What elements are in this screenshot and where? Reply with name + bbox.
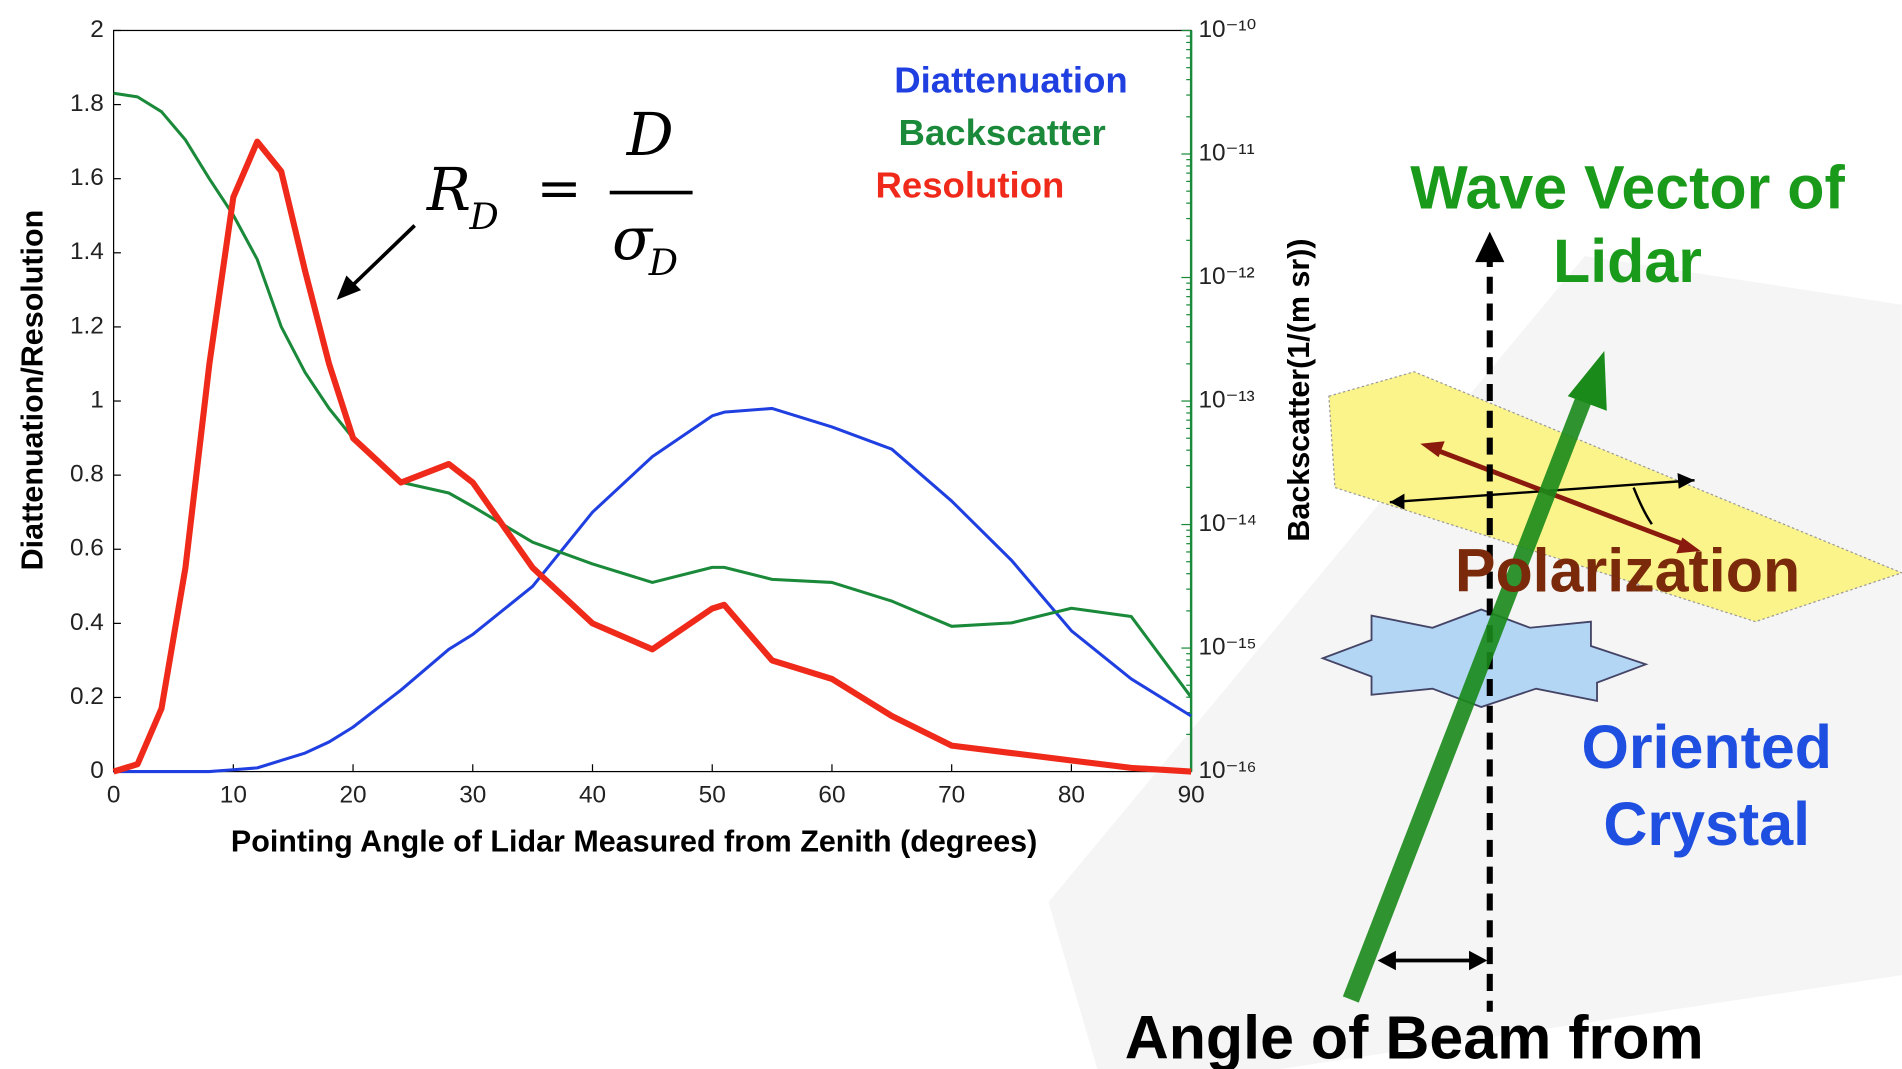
series-line [113, 91, 1193, 699]
y-tick-label: 1.6 [70, 164, 104, 191]
y-tick-label: 1 [90, 386, 104, 413]
y-tick-label: 1.2 [70, 312, 104, 339]
formula-equals: = [537, 157, 582, 220]
y-axis-label: Diattenuation/Resolution [15, 210, 49, 571]
legend-entry: Resolution [876, 164, 1065, 205]
polarization-arrow [1431, 446, 1690, 549]
x-tick-label: 0 [107, 781, 121, 808]
x-axis-label: Pointing Angle of Lidar Measured from Ze… [231, 825, 1037, 859]
y2-tick-label: 10⁻¹³ [1198, 386, 1254, 413]
series-line [113, 406, 1192, 774]
formula-denominator: σ [612, 205, 654, 273]
angle-label: Angle of Beam from [1125, 1003, 1704, 1069]
y-tick-label: 1.4 [70, 238, 104, 265]
y2-tick-label: 10⁻¹² [1198, 263, 1254, 290]
arrow-head [1420, 441, 1445, 458]
arrow-head [1567, 351, 1607, 411]
diagram: Wave Vector of Lidar Polarization Orient… [1048, 154, 1902, 1069]
y-tick-label: 0.2 [70, 683, 104, 710]
crystal-label: Oriented [1581, 713, 1832, 781]
crystal-label: Crystal [1603, 790, 1810, 858]
wave-label: Wave Vector of [1410, 154, 1845, 222]
arrow-head [1469, 950, 1488, 971]
arrow-head [1377, 950, 1396, 971]
y2-tick-label: 10⁻¹¹ [1198, 139, 1254, 166]
arrow-head [1676, 537, 1701, 554]
y-tick-label: 0.8 [70, 461, 104, 488]
beam [1342, 386, 1596, 1003]
x-tick-label: 80 [1058, 781, 1085, 808]
x-tick-label: 10 [220, 781, 247, 808]
polarization-plane [1328, 371, 1902, 623]
x-tick-label: 90 [1178, 781, 1205, 808]
y-tick-label: 1.8 [70, 90, 104, 117]
y-tick-label: 0 [90, 757, 104, 784]
y2-axis-label: Backscatter(1/(m sr)) [1282, 238, 1316, 541]
y-tick-label: 2 [90, 16, 104, 43]
y2-tick-label: 10⁻¹⁶ [1198, 757, 1256, 784]
formula-sub: D [469, 195, 499, 238]
legend-entry: Diattenuation [894, 60, 1128, 101]
plot: 0 10 20 30 40 50 60 70 80 90 0 0.2 0.4 0.6 0.8 1 1.2 1.4 1… [70, 16, 1257, 808]
formula: R D = D σ D [336, 101, 693, 300]
x-tick-label: 70 [938, 781, 965, 808]
x-tick-label: 50 [699, 781, 726, 808]
y-tick-label: 0.4 [70, 609, 104, 636]
legend-entry: Backscatter [899, 112, 1106, 153]
arrow-head [1475, 231, 1505, 263]
arrow-head [1677, 472, 1695, 489]
x-tick-label: 40 [579, 781, 606, 808]
formula-numerator: D [626, 101, 674, 169]
y2-tick-label: 10⁻¹⁵ [1198, 634, 1256, 661]
wave-label: Lidar [1553, 227, 1702, 295]
series-line [112, 138, 1192, 775]
y2-tick-label: 10⁻¹⁴ [1198, 510, 1257, 537]
y-tick-label: 0.6 [70, 535, 104, 562]
x-tick-label: 60 [818, 781, 845, 808]
arrow-head [336, 275, 362, 300]
x-tick-label: 30 [459, 781, 486, 808]
pointer [346, 224, 416, 292]
formula-lhs: R [426, 156, 471, 224]
formula-sub: D [648, 241, 678, 284]
angle-arc [1632, 487, 1653, 525]
x-tick-label: 20 [339, 781, 366, 808]
polarization-label: Polarization [1455, 536, 1800, 604]
arrow-head [1389, 493, 1405, 510]
y2-tick-label: 10⁻¹⁰ [1198, 16, 1256, 43]
